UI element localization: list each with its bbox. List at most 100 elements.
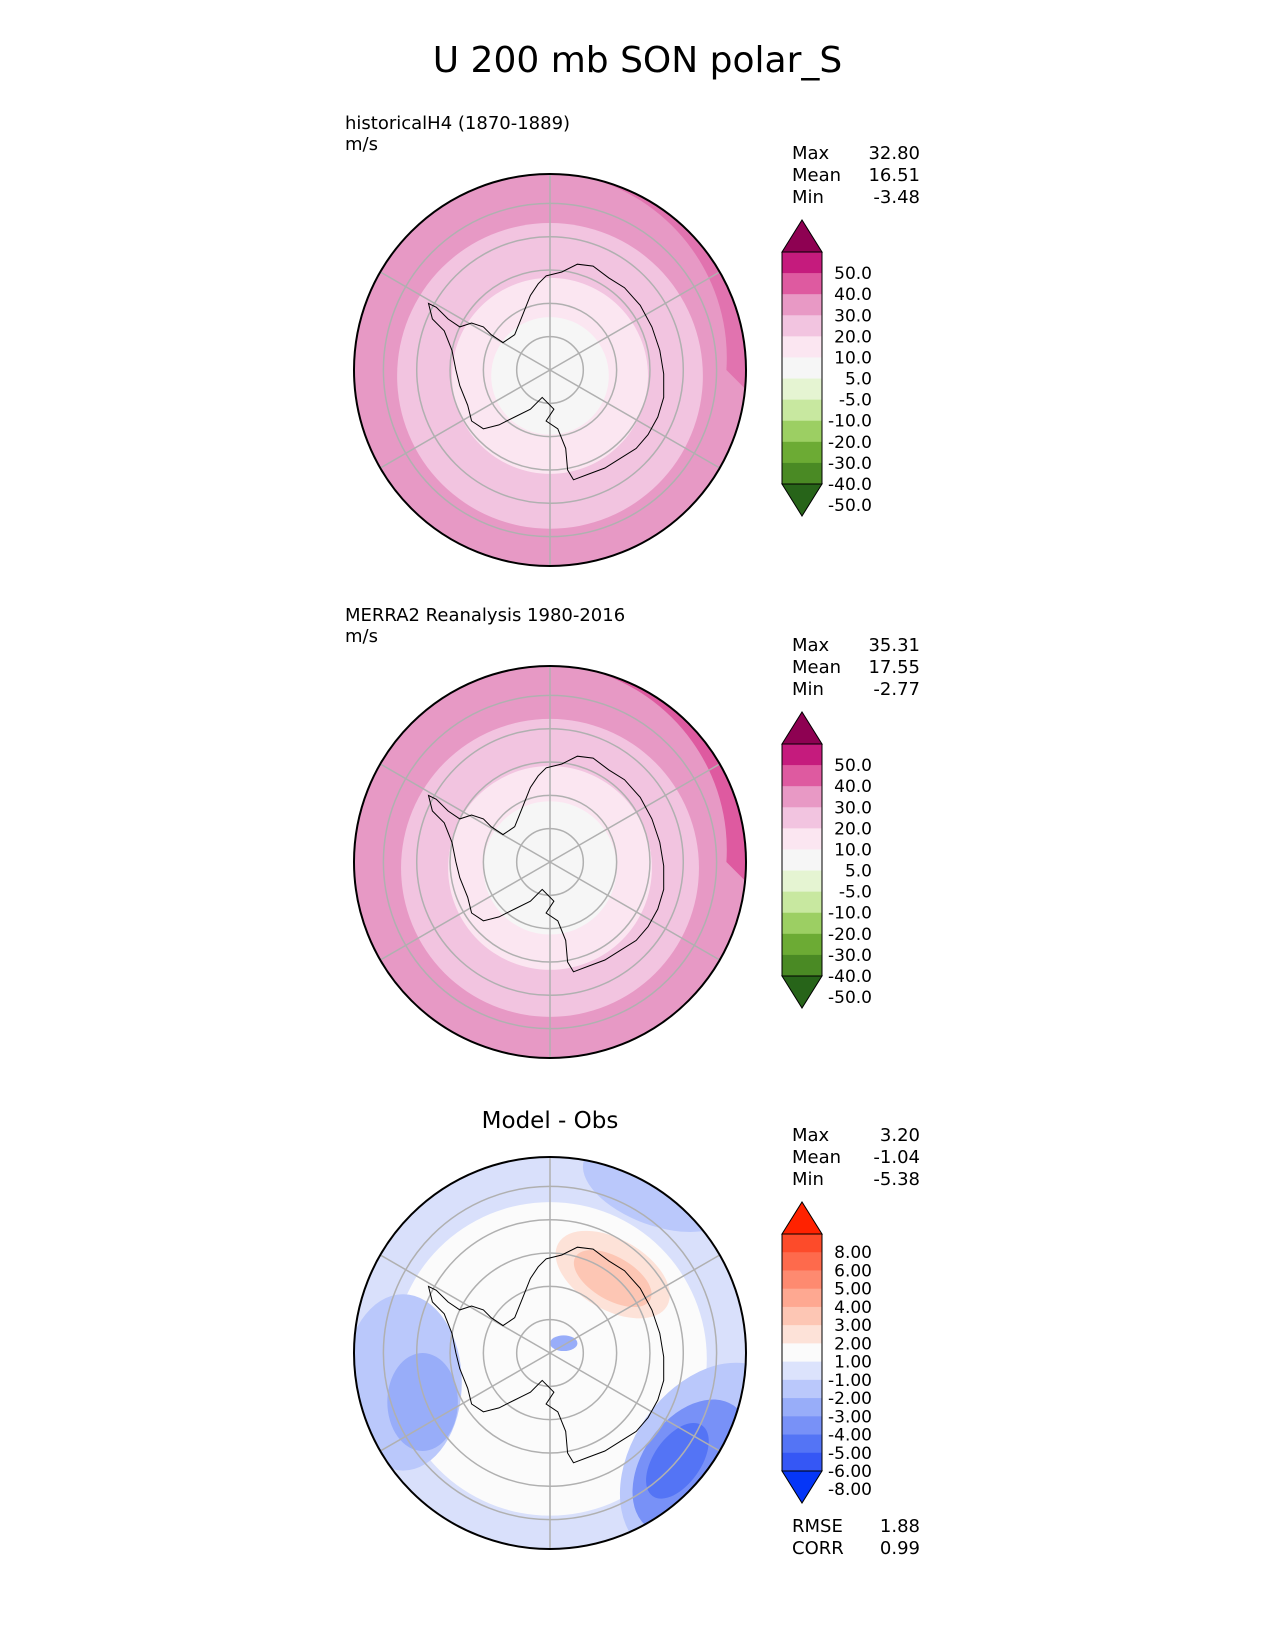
colorbar-tick-label: -10.0 xyxy=(828,412,872,432)
colorbar-bin-11 xyxy=(782,462,822,485)
colorbar-tick-label: 40.0 xyxy=(834,285,872,305)
meridian-1 xyxy=(379,763,551,863)
colorbar-bin-10 xyxy=(782,933,822,956)
panel2-stat-min: Min -2.77 xyxy=(792,679,920,700)
panel3-stats: Max 3.20 Mean -1.04 Min -5.38 xyxy=(792,1125,920,1191)
panel1-label-line1: historicalH4 (1870-1889) xyxy=(345,113,571,134)
panel2-stat-max: Max 35.31 xyxy=(792,635,920,656)
colorbar-extend-bottom xyxy=(781,483,823,517)
panel2-polar-map xyxy=(353,665,747,1059)
colorbar-tick-label: -8.00 xyxy=(828,1480,872,1500)
panel1-title: historicalH4 (1870-1889) m/s xyxy=(345,113,570,155)
colorbar-tick-label: 50.0 xyxy=(834,756,872,776)
panel3-stat-rmse: RMSE 1.88 xyxy=(792,1516,920,1537)
colorbar-bin-7 xyxy=(782,870,822,893)
colorbar-tick-label: 1.00 xyxy=(834,1353,872,1373)
panel3-stat-corr: CORR 0.99 xyxy=(792,1538,920,1559)
colorbar-tick-label: 10.0 xyxy=(834,348,872,368)
anomaly-patch-8 xyxy=(550,1335,578,1352)
colorbar-tick-label: -2.00 xyxy=(828,1389,872,1409)
panel3-stat-max: Max 3.20 xyxy=(792,1125,920,1146)
colorbar-tick-label: -30.0 xyxy=(828,946,872,966)
colorbar-bin-5 xyxy=(782,336,822,358)
figure-title: U 200 mb SON polar_S xyxy=(432,40,843,81)
colorbar-tick-label: -6.00 xyxy=(828,1462,872,1482)
colorbar-tick-label: -30.0 xyxy=(828,454,872,474)
meridian-5 xyxy=(549,763,721,863)
colorbar-bin-9 xyxy=(782,420,822,443)
colorbar-bin-8 xyxy=(782,399,822,422)
meridian-2 xyxy=(379,861,551,961)
colorbar-tick-label: -40.0 xyxy=(828,475,872,495)
meridian-1 xyxy=(379,1254,551,1354)
colorbar-tick-label: -40.0 xyxy=(828,967,872,987)
panel3-stat-min: Min -5.38 xyxy=(792,1169,920,1190)
colorbar-tick-label: -50.0 xyxy=(828,988,872,1008)
colorbar-bin-3 xyxy=(782,1270,822,1290)
meridian-1 xyxy=(379,271,551,371)
colorbar-bin-8 xyxy=(782,891,822,914)
panel2-label-line2: m/s xyxy=(345,626,378,647)
colorbar-tick-label: 2.00 xyxy=(834,1334,872,1354)
antarctica-coastline xyxy=(427,755,665,973)
colorbar-bin-13 xyxy=(782,1452,822,1472)
colorbar-tick-label: 4.00 xyxy=(834,1298,872,1318)
colorbar-extend-top xyxy=(781,219,823,253)
colorbar-bin-2 xyxy=(782,1252,822,1271)
panel2-stat-mean: Mean 17.55 xyxy=(792,657,920,678)
colorbar-tick-label: -4.00 xyxy=(828,1426,872,1446)
colorbar-bin-4 xyxy=(782,315,822,337)
colorbar-bin-11 xyxy=(782,1416,822,1436)
colorbar-bin-2 xyxy=(782,273,822,295)
panel2-title: MERRA2 Reanalysis 1980-2016 m/s xyxy=(345,605,625,647)
colorbar-bin-10 xyxy=(782,1398,822,1417)
colorbar-bin-7 xyxy=(782,378,822,401)
antarctica-coastline xyxy=(427,1246,665,1464)
colorbar-tick-label: -3.00 xyxy=(828,1407,872,1427)
colorbar-extend-bottom xyxy=(781,1470,823,1504)
colorbar-bin-3 xyxy=(782,786,822,808)
panel3-polar-map xyxy=(353,1156,747,1550)
panel1-label-line2: m/s xyxy=(345,134,378,155)
colorbar-bin-1 xyxy=(782,744,822,766)
meridian-4 xyxy=(549,1352,721,1452)
jet-band xyxy=(550,666,746,882)
colorbar-bin-1 xyxy=(782,252,822,274)
panel3-colorbar: 8.006.005.004.003.002.001.00-1.00-2.00-3… xyxy=(781,1201,872,1504)
meridian-4 xyxy=(549,369,721,469)
meridian-4 xyxy=(549,861,721,961)
panel1-polar-map xyxy=(353,173,747,567)
panel3-title: Model - Obs xyxy=(481,1108,619,1134)
colorbar-bin-5 xyxy=(782,828,822,850)
colorbar-tick-label: -5.00 xyxy=(828,1444,872,1464)
colorbar-extend-top xyxy=(781,711,823,745)
panel2-colorbar: 50.040.030.020.010.05.0-5.0-10.0-20.0-30… xyxy=(781,711,872,1009)
colorbar-bin-6 xyxy=(782,1325,822,1344)
anomaly-patch-7 xyxy=(573,1249,652,1308)
colorbar-tick-label: -50.0 xyxy=(828,496,872,516)
panel3-stat-mean: Mean -1.04 xyxy=(792,1147,920,1168)
colorbar-tick-label: 30.0 xyxy=(834,798,872,818)
panel1-stat-max: Max 32.80 xyxy=(792,143,920,164)
map-outline xyxy=(353,665,747,1059)
colorbar-bin-7 xyxy=(782,1343,822,1363)
colorbar-tick-label: 8.00 xyxy=(834,1243,872,1263)
colorbar-bin-4 xyxy=(782,807,822,829)
colorbar-bin-6 xyxy=(782,849,822,872)
colorbar-tick-label: 5.00 xyxy=(834,1280,872,1300)
colorbar-tick-label: 3.00 xyxy=(834,1316,872,1336)
colorbar-bin-8 xyxy=(782,1361,822,1381)
colorbar-tick-label: 5.0 xyxy=(845,370,872,390)
meridian-2 xyxy=(379,369,551,469)
map-outline xyxy=(353,173,747,567)
colorbar-tick-label: 40.0 xyxy=(834,777,872,797)
colorbar-bin-9 xyxy=(782,1379,822,1399)
colorbar-tick-label: 50.0 xyxy=(834,264,872,284)
panel1-stat-min: Min -3.48 xyxy=(792,187,920,208)
meridian-5 xyxy=(549,271,721,371)
colorbar-tick-label: -20.0 xyxy=(828,433,872,453)
colorbar-tick-label: -10.0 xyxy=(828,904,872,924)
colorbar-extend-bottom xyxy=(781,975,823,1009)
colorbar-bin-5 xyxy=(782,1306,822,1326)
colorbar-bin-6 xyxy=(782,357,822,380)
